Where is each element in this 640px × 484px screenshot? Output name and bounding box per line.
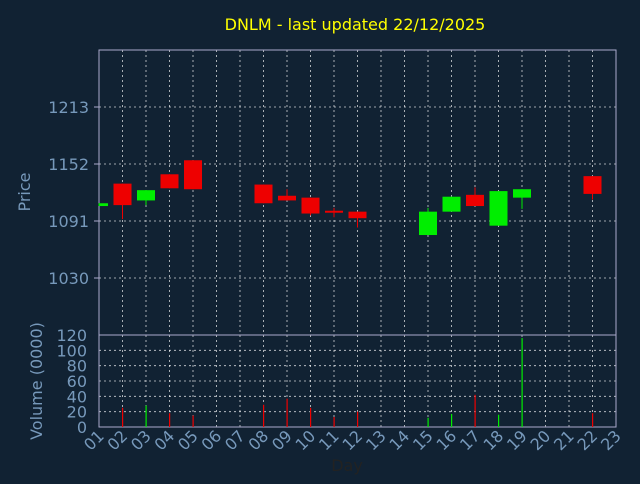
volume-tick-label: 120 — [56, 326, 87, 345]
candle-body — [489, 191, 508, 226]
volume-bar — [263, 404, 265, 427]
candle-body — [278, 195, 296, 201]
candle-body — [513, 189, 531, 198]
volume-tick-label: 0 — [77, 418, 87, 437]
volume-bar — [592, 413, 594, 427]
candle-body — [301, 197, 320, 214]
price-axis-label: Price — [15, 172, 34, 211]
volume-bar — [169, 413, 171, 427]
volume-axis-label: Volume (0000) — [27, 322, 46, 440]
volume-bar — [145, 405, 147, 427]
candle-body — [137, 190, 155, 201]
volume-bar — [474, 394, 476, 427]
volume-tick-label: 80 — [67, 357, 87, 376]
volume-bar — [310, 407, 312, 427]
volume-tick-label: 40 — [67, 387, 87, 406]
price-tick-label: 1152 — [48, 155, 89, 174]
chart-title: DNLM - last updated 22/12/2025 — [225, 15, 486, 34]
volume-bar — [498, 414, 500, 427]
price-plot-frame — [98, 49, 617, 336]
candle-body — [325, 210, 343, 213]
volume-bar — [357, 411, 359, 427]
volume-bar — [286, 398, 288, 427]
volume-tick-label: 20 — [67, 403, 87, 422]
candle-body — [348, 211, 367, 219]
candle-body — [254, 184, 273, 204]
candle-body — [583, 176, 602, 194]
volume-bar — [192, 415, 194, 427]
day-axis-label: Day — [331, 456, 363, 475]
candle-body — [419, 211, 437, 236]
volume-bar — [333, 417, 335, 427]
price-tick-label: 1213 — [48, 98, 89, 117]
volume-bar — [451, 413, 453, 427]
price-tick-label: 1091 — [48, 212, 89, 231]
candle-body — [442, 196, 461, 212]
day-tick-label: 23 — [597, 426, 625, 454]
candle-body — [160, 174, 179, 189]
candle-body — [466, 194, 484, 207]
volume-bar — [427, 417, 429, 427]
candle-body — [184, 160, 202, 190]
volume-tick-label: 100 — [56, 341, 87, 360]
volume-bar — [521, 338, 523, 427]
candle-body — [99, 203, 108, 207]
candle-body — [113, 183, 132, 206]
volume-tick-label: 60 — [67, 372, 87, 391]
price-tick-label: 1030 — [48, 269, 89, 288]
volume-bar — [122, 407, 124, 427]
